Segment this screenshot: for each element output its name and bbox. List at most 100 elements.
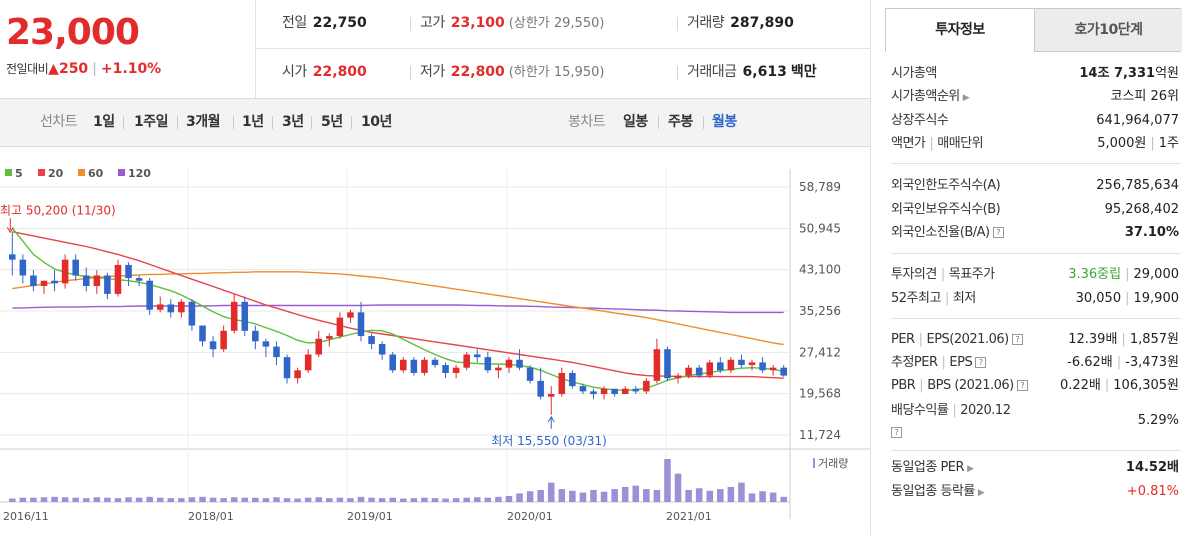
volume-bar: [82, 498, 90, 502]
eps-text: EPS(2021.06): [926, 332, 1009, 347]
info-row-sector-per[interactable]: 동일업종 PER ▶ 14.52배: [891, 457, 1181, 479]
volume-bar: [748, 493, 756, 502]
dividend-text: 배당수익률: [891, 403, 949, 418]
volume-bar: [114, 498, 122, 502]
period-1w-button[interactable]: 1주일: [134, 114, 169, 130]
volume-bar: [178, 498, 185, 502]
prev-close-label: 전일: [282, 15, 307, 31]
candle-body: [188, 301, 196, 326]
help-icon[interactable]: ?: [891, 427, 902, 438]
line-chart-label: 선차트: [40, 114, 78, 130]
per-amount: 12.39배: [1068, 332, 1118, 347]
per-value: 12.39배 | 1,857원: [1068, 329, 1179, 351]
candle-body: [442, 365, 449, 373]
period-5y-button[interactable]: 5년: [321, 114, 343, 130]
tab-investment-info[interactable]: 투자정보: [886, 9, 1034, 51]
divider: [891, 450, 1181, 451]
quote-row: 전일 22,750 고가 23,100 (상한가 29,550) 거래량 287,890: [256, 0, 870, 49]
price-change: 전일대비▲250 | +1.10%: [6, 60, 161, 77]
divider: |: [1125, 291, 1130, 306]
info-row-per: PER | EPS(2021.06)? 12.39배 | 1,857원: [891, 329, 1181, 351]
candle-body: [495, 367, 502, 371]
sector-per-label: 동일업종 PER ▶: [891, 457, 974, 480]
candle-body: [72, 259, 79, 276]
y-tick-label: 58,789: [799, 180, 841, 194]
candle-body: [473, 354, 481, 358]
candlestick-chart: 5 20 60 120 58,789 50,945 43,100 35,256 27,412 19…: [0, 167, 870, 523]
candle-body: [262, 341, 270, 347]
period-1y-button[interactable]: 1년: [242, 114, 264, 130]
foreign-ratio-text: 외국인소진율(B/A): [891, 225, 990, 240]
candle-body: [178, 301, 185, 313]
chevron-right-icon: ▶: [962, 93, 970, 103]
52w-high-amount: 30,050: [1075, 291, 1122, 306]
high-value: 23,100: [450, 15, 505, 31]
volume-bar: [104, 497, 111, 502]
volume-bar: [600, 491, 608, 502]
volume-bar: [135, 497, 143, 502]
candle-body: [759, 362, 766, 371]
divider: |: [918, 332, 923, 347]
period-1d-button[interactable]: 1일: [93, 114, 115, 130]
volume-bar: [61, 497, 69, 502]
volume-bar: [653, 489, 661, 502]
est-per-value: -6.62배 | -3,473원: [1067, 352, 1179, 374]
candle-daily-button[interactable]: 일봉: [623, 114, 648, 130]
volume-bar: [695, 488, 703, 502]
period-3y-button[interactable]: 3년: [282, 114, 304, 130]
amount-value: 6,613: [742, 64, 787, 80]
bps-text: BPS (2021.06): [927, 378, 1014, 393]
info-row-par-value: 액면가 | 매매단위 5,000원 | 1주: [891, 133, 1181, 155]
volume-bar: [273, 497, 280, 502]
volume: 거래량 287,890: [677, 0, 794, 49]
help-icon[interactable]: ?: [1011, 334, 1023, 345]
ma5-line: [11, 227, 784, 392]
period-10y-button[interactable]: 10년: [361, 114, 392, 130]
candle-chart-label: 봉차트: [568, 114, 606, 130]
divider: |: [941, 355, 946, 370]
volume-bar: [357, 496, 365, 502]
candle-body: [167, 304, 175, 313]
market-cap-value: 14조 7,331억원: [1079, 63, 1179, 85]
volume-bar: [93, 497, 101, 502]
pbr-value: 0.22배 | 106,305원: [1060, 375, 1179, 397]
current-price: 23,000: [6, 12, 140, 53]
volume-bar: [547, 482, 555, 502]
info-tabs: 투자정보 호가10단계: [885, 8, 1182, 52]
trade-unit-amount: 1주: [1158, 136, 1179, 151]
info-row-foreign-limit: 외국인한도주식수(A) 256,785,634: [891, 175, 1181, 197]
tab-order-book[interactable]: 호가10단계: [1034, 9, 1182, 51]
candle-body: [326, 336, 333, 339]
volume-bar: [621, 486, 629, 502]
info-row-market-cap-rank[interactable]: 시가총액순위 ▶ 코스피 26위: [891, 86, 1181, 108]
bps-amount: 106,305원: [1113, 378, 1179, 393]
volume-bar: [156, 497, 164, 502]
52w-low-amount: 19,900: [1133, 291, 1180, 306]
divider: [891, 253, 1181, 254]
info-row-pbr: PBR | BPS (2021.06)? 0.22배 | 106,305원: [891, 375, 1181, 397]
help-icon[interactable]: ?: [992, 227, 1004, 238]
foreign-holding-label: 외국인보유주식수(B): [891, 202, 1001, 217]
per-label: PER | EPS(2021.06)?: [891, 329, 1023, 351]
sector-change-amount: +0.81%: [1126, 484, 1179, 499]
candle-weekly-button[interactable]: 주봉: [668, 114, 693, 130]
volume-bar: [72, 497, 79, 502]
y-tick-label: 50,945: [799, 221, 841, 235]
volume-bar: [780, 496, 787, 502]
candle-monthly-button[interactable]: 월봉: [712, 114, 737, 130]
period-3m-button[interactable]: 3개월: [186, 114, 221, 130]
volume-bar: [452, 498, 460, 502]
info-row-sector-change[interactable]: 동일업종 등락률 ▶ +0.81%: [891, 481, 1181, 503]
volume-bar: [442, 498, 449, 502]
divider: [272, 116, 273, 129]
candle-body: [252, 330, 259, 342]
candle-body: [241, 301, 249, 331]
help-icon[interactable]: ?: [1016, 380, 1028, 391]
opinion-text: 투자의견: [891, 267, 937, 282]
high-label: 고가: [420, 15, 445, 31]
volume-bar: [463, 497, 470, 502]
help-icon[interactable]: ?: [975, 357, 987, 368]
open-label: 시가: [282, 64, 307, 80]
volume-bar: [9, 498, 16, 502]
